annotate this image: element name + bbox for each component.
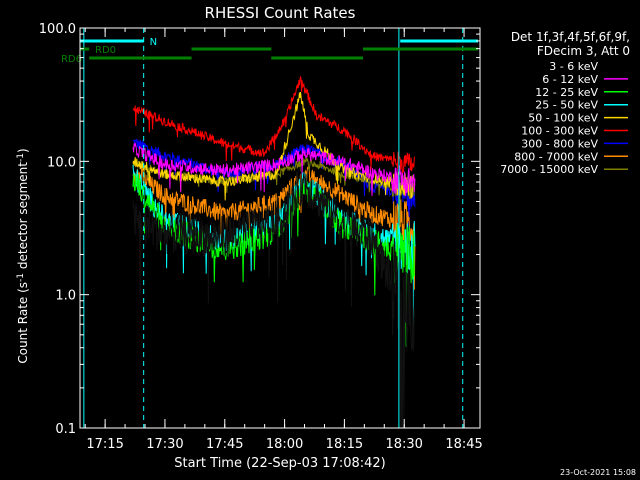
y-axis: 0.1 1.0 10.0 100.0 bbox=[39, 22, 480, 437]
legend: Det 1f,3f,4f,5f,6f,9f, FDecim 3, Att 0 3… bbox=[500, 30, 630, 176]
x-tick-label: 17:15 bbox=[86, 437, 123, 452]
y-tick-label: 10.0 bbox=[47, 155, 76, 170]
series-line bbox=[132, 166, 416, 290]
flag-bar-label: RD6 bbox=[61, 54, 82, 65]
y-axis-label: Count Rate (s-1 detector segment-1) bbox=[16, 148, 30, 363]
plot-frame bbox=[79, 27, 481, 429]
flag-bar-layer: N RD0 RD6 bbox=[61, 37, 479, 65]
series-line bbox=[132, 142, 416, 197]
x-tick-label: 17:30 bbox=[146, 437, 183, 452]
legend-entry-label: 300 - 800 keV bbox=[521, 137, 598, 150]
series-line bbox=[132, 76, 416, 174]
generated-timestamp: 23-Oct-2021 15:08 bbox=[560, 468, 636, 477]
x-tick-label: 17:45 bbox=[206, 437, 243, 452]
series-line bbox=[132, 166, 416, 428]
legend-header-line-2: FDecim 3, Att 0 bbox=[537, 44, 630, 58]
vline-layer bbox=[83, 28, 464, 428]
chart-title: RHESSI Count Rates bbox=[205, 4, 356, 22]
legend-entry-label: 7000 - 15000 keV bbox=[500, 163, 598, 176]
x-tick-label: 18:30 bbox=[385, 437, 422, 452]
series-layer bbox=[132, 76, 416, 428]
legend-entry-label: 3 - 6 keV bbox=[549, 60, 598, 73]
x-tick-label: 18:15 bbox=[326, 437, 363, 452]
y-tick-label: 1.0 bbox=[55, 289, 76, 304]
x-axis-label: Start Time (22-Sep-03 17:08:42) bbox=[174, 456, 385, 471]
flag-bar-label: N bbox=[150, 37, 157, 48]
legend-header-line-1: Det 1f,3f,4f,5f,6f,9f, bbox=[511, 30, 630, 44]
legend-entry-label: 25 - 50 keV bbox=[535, 99, 598, 112]
y-tick-label: 100.0 bbox=[39, 22, 76, 37]
x-tick-label: 18:00 bbox=[266, 437, 303, 452]
y-tick-label: 0.1 bbox=[55, 422, 76, 437]
legend-entry-label: 50 - 100 keV bbox=[528, 112, 598, 125]
flag-bar-label: RD0 bbox=[95, 45, 116, 56]
legend-entry-label: 6 - 12 keV bbox=[542, 73, 598, 86]
x-axis: 17:15 17:30 17:45 18:00 18:15 18:30 18:45 bbox=[84, 28, 483, 452]
legend-entry-label: 100 - 300 keV bbox=[521, 125, 598, 138]
legend-entry-label: 800 - 7000 keV bbox=[514, 150, 598, 163]
x-tick-label: 18:45 bbox=[445, 437, 482, 452]
legend-entry-label: 12 - 25 keV bbox=[535, 86, 598, 99]
